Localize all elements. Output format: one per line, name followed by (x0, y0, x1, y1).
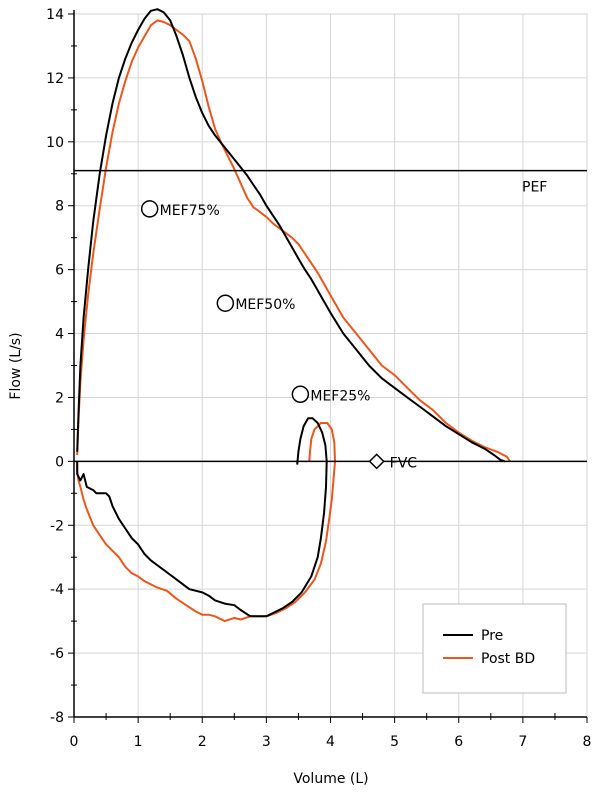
series-post-bd-expiratory-line (76, 19, 511, 462)
y-tick-label: 2 (55, 390, 64, 406)
y-tick-label: -8 (50, 710, 64, 726)
y-tick-label: 10 (46, 135, 64, 151)
series-pre-inspiratory-line (76, 417, 328, 618)
fvc-marker (368, 453, 385, 470)
y-tick-label: 4 (55, 327, 64, 343)
mef75-label: MEF75% (160, 203, 220, 219)
x-tick-label: 6 (454, 734, 463, 750)
y-tick-label: -6 (50, 646, 64, 662)
y-tick-label: 12 (46, 71, 64, 87)
curves (76, 8, 511, 623)
legend-label-pre: Pre (481, 628, 503, 644)
mef50-label: MEF50% (235, 297, 295, 313)
x-tick-label: 2 (198, 734, 207, 750)
reference-lines: PEF (74, 169, 587, 463)
legend-label-post-bd: Post BD (481, 651, 535, 667)
mef25-marker (291, 385, 310, 404)
x-tick-label: 0 (70, 734, 79, 750)
y-tick-label: 0 (55, 454, 64, 470)
x-tick-label: 1 (134, 734, 143, 750)
x-tick-label: 7 (518, 734, 527, 750)
y-tick-label: 14 (46, 7, 64, 23)
legend: Pre Post BD (422, 603, 567, 694)
x-tick-label: 3 (262, 734, 271, 750)
mef50-marker (216, 294, 235, 312)
y-tick-label: 6 (55, 263, 64, 279)
pef-label: PEF (522, 180, 547, 196)
mef75-marker (140, 200, 159, 218)
fvc-label: FVC (390, 455, 418, 471)
series-post-bd-inspiratory-line (76, 422, 336, 623)
y-tick-label: -2 (50, 518, 64, 534)
y-axis-title: Flow (L/s) (8, 332, 24, 399)
x-tick-label: 5 (390, 734, 399, 750)
mef25-label: MEF25% (310, 388, 370, 404)
x-axis-title: Volume (L) (293, 771, 368, 787)
y-tick-label: -4 (50, 582, 64, 598)
legend-box (422, 603, 567, 694)
x-tick-label: 4 (326, 734, 335, 750)
x-tick-label: 8 (583, 734, 592, 750)
y-tick-label: 8 (55, 199, 64, 215)
series-pre-expiratory-line (76, 8, 506, 463)
markers: MEF75% MEF50% MEF25% FVC (140, 200, 418, 471)
